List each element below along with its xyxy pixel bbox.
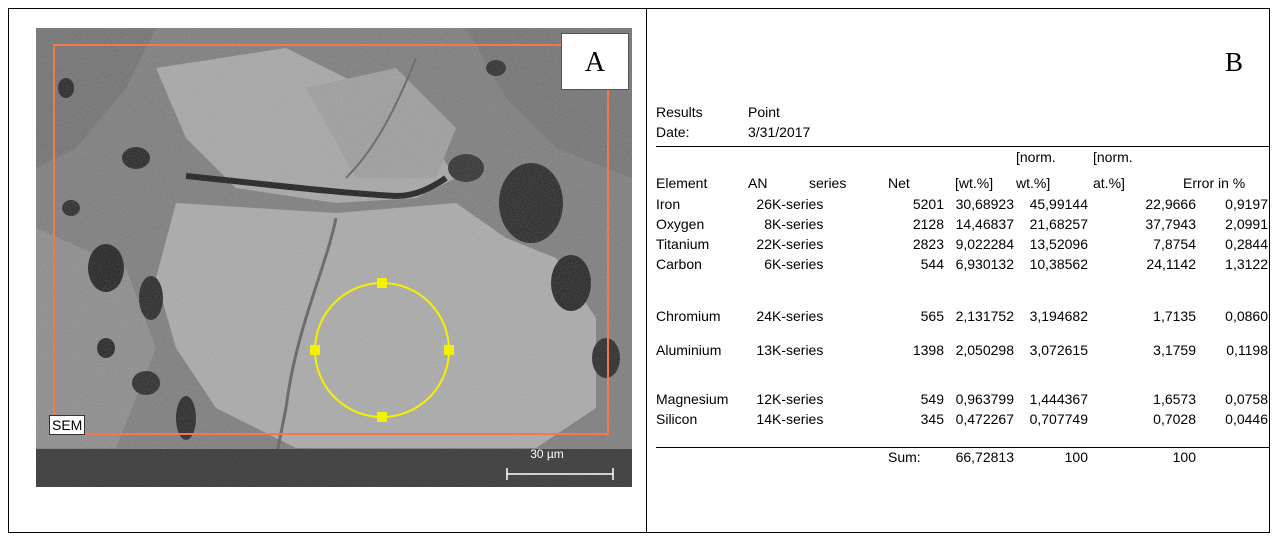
cell-series: K-series (772, 196, 824, 212)
results-meta: Results Point Date: 3/31/2017 (656, 102, 810, 142)
results-value: Point (748, 104, 780, 120)
cell-norm-wt: 45,99144 (1029, 196, 1088, 212)
cell-norm-wt: 21,68257 (1029, 216, 1088, 232)
cell-norm-at: 3,1759 (1153, 342, 1196, 358)
cell-wt: 6,930132 (955, 256, 1014, 272)
cell-series: K-series (772, 411, 824, 427)
cell-error: 0,2844 (1225, 236, 1268, 252)
cell-net: 544 (920, 256, 944, 272)
cell-series: K-series (772, 216, 824, 232)
cell-norm-at: 7,8754 (1153, 236, 1196, 252)
cell-norm-wt: 1,444367 (1029, 391, 1088, 407)
cell-norm-wt: 3,194682 (1029, 308, 1088, 324)
table-top-rule (656, 146, 1270, 147)
cell-net: 2823 (912, 236, 944, 252)
cell-norm-at: 24,1142 (1146, 256, 1196, 272)
scale-bar-label: 30 µm (530, 447, 564, 461)
cell-norm-at: 22,9666 (1145, 196, 1196, 212)
cell-an: 8 (764, 216, 772, 232)
cell-series: K-series (772, 308, 824, 324)
sum-norm-wt: 100 (1064, 449, 1088, 465)
cell-an: 22 (756, 236, 772, 252)
cell-error: 1,3122 (1225, 256, 1268, 272)
cell-net: 345 (920, 411, 944, 427)
date-value: 3/31/2017 (748, 124, 811, 140)
panel-divider (646, 8, 647, 533)
sem-texture (36, 28, 632, 487)
cell-element: Titanium (656, 236, 710, 252)
figure-frame (8, 8, 1270, 533)
header-series: series (809, 175, 847, 191)
cell-net: 565 (920, 308, 944, 324)
cell-net: 5201 (912, 196, 944, 212)
results-label: Results (656, 104, 703, 120)
cell-error: 0,0860 (1225, 308, 1268, 324)
cell-norm-at: 37,7943 (1145, 216, 1196, 232)
cell-series: K-series (772, 391, 824, 407)
header-net: Net (888, 175, 910, 191)
header-norm-at-line2: at.%] (1093, 175, 1125, 191)
cell-series: K-series (772, 342, 824, 358)
cell-error: 0,0758 (1225, 391, 1268, 407)
cell-error: 0,1198 (1226, 342, 1268, 358)
sum-label: Sum: (888, 449, 921, 465)
cell-an: 13 (756, 342, 772, 358)
cell-norm-wt: 10,38562 (1029, 256, 1088, 272)
panel-a-letter: A (561, 33, 629, 90)
header-element: Element (656, 175, 708, 191)
cell-error: 2,0991 (1225, 216, 1268, 232)
cell-norm-at: 0,7028 (1153, 411, 1196, 427)
cell-an: 26 (756, 196, 772, 212)
cell-norm-wt: 0,707749 (1029, 411, 1088, 427)
cell-an: 12 (756, 391, 772, 407)
header-wt: [wt.%] (955, 175, 994, 191)
cell-wt: 30,68923 (955, 196, 1014, 212)
cell-element: Magnesium (656, 391, 729, 407)
cell-element: Oxygen (656, 216, 705, 232)
date-row: Date: 3/31/2017 (656, 122, 810, 142)
header-error: Error in % (1183, 175, 1246, 191)
date-label: Date: (656, 124, 690, 140)
cell-element: Chromium (656, 308, 721, 324)
cell-element: Silicon (656, 411, 698, 427)
cell-net: 2128 (912, 216, 944, 232)
cell-norm-wt: 3,072615 (1029, 342, 1088, 358)
detector-label: SEM (49, 415, 86, 435)
cell-norm-wt: 13,52096 (1029, 236, 1088, 252)
cell-error: 0,0446 (1225, 411, 1268, 427)
cell-net: 549 (920, 391, 944, 407)
cell-wt: 9,022284 (955, 236, 1014, 252)
sem-micrograph (36, 28, 632, 487)
header-norm-wt-line2: wt.%] (1016, 175, 1051, 191)
cell-wt: 0,963799 (955, 391, 1014, 407)
cell-wt: 2,131752 (955, 308, 1014, 324)
cell-wt: 2,050298 (955, 342, 1014, 358)
panel-b-letter: B (1225, 47, 1244, 77)
sum-norm-at: 100 (1172, 449, 1196, 465)
cell-error: 0,9197 (1225, 196, 1268, 212)
results-row: Results Point (656, 102, 810, 122)
cell-element: Iron (656, 196, 681, 212)
cell-element: Aluminium (656, 342, 722, 358)
header-norm-wt-line1: [norm. (1016, 149, 1056, 165)
cell-wt: 0,472267 (955, 411, 1014, 427)
table-bottom-rule (656, 447, 1270, 448)
header-an: AN (748, 175, 768, 191)
sum-wt: 66,72813 (955, 449, 1014, 465)
cell-an: 14 (756, 411, 772, 427)
cell-norm-at: 1,7135 (1153, 308, 1196, 324)
header-norm-at-line1: [norm. (1093, 149, 1133, 165)
cell-net: 1398 (912, 342, 944, 358)
cell-an: 24 (756, 308, 772, 324)
cell-an: 6 (764, 256, 772, 272)
cell-wt: 14,46837 (955, 216, 1014, 232)
cell-series: K-series (772, 256, 824, 272)
cell-norm-at: 1,6573 (1153, 391, 1196, 407)
cell-element: Carbon (656, 256, 702, 272)
cell-series: K-series (772, 236, 824, 252)
